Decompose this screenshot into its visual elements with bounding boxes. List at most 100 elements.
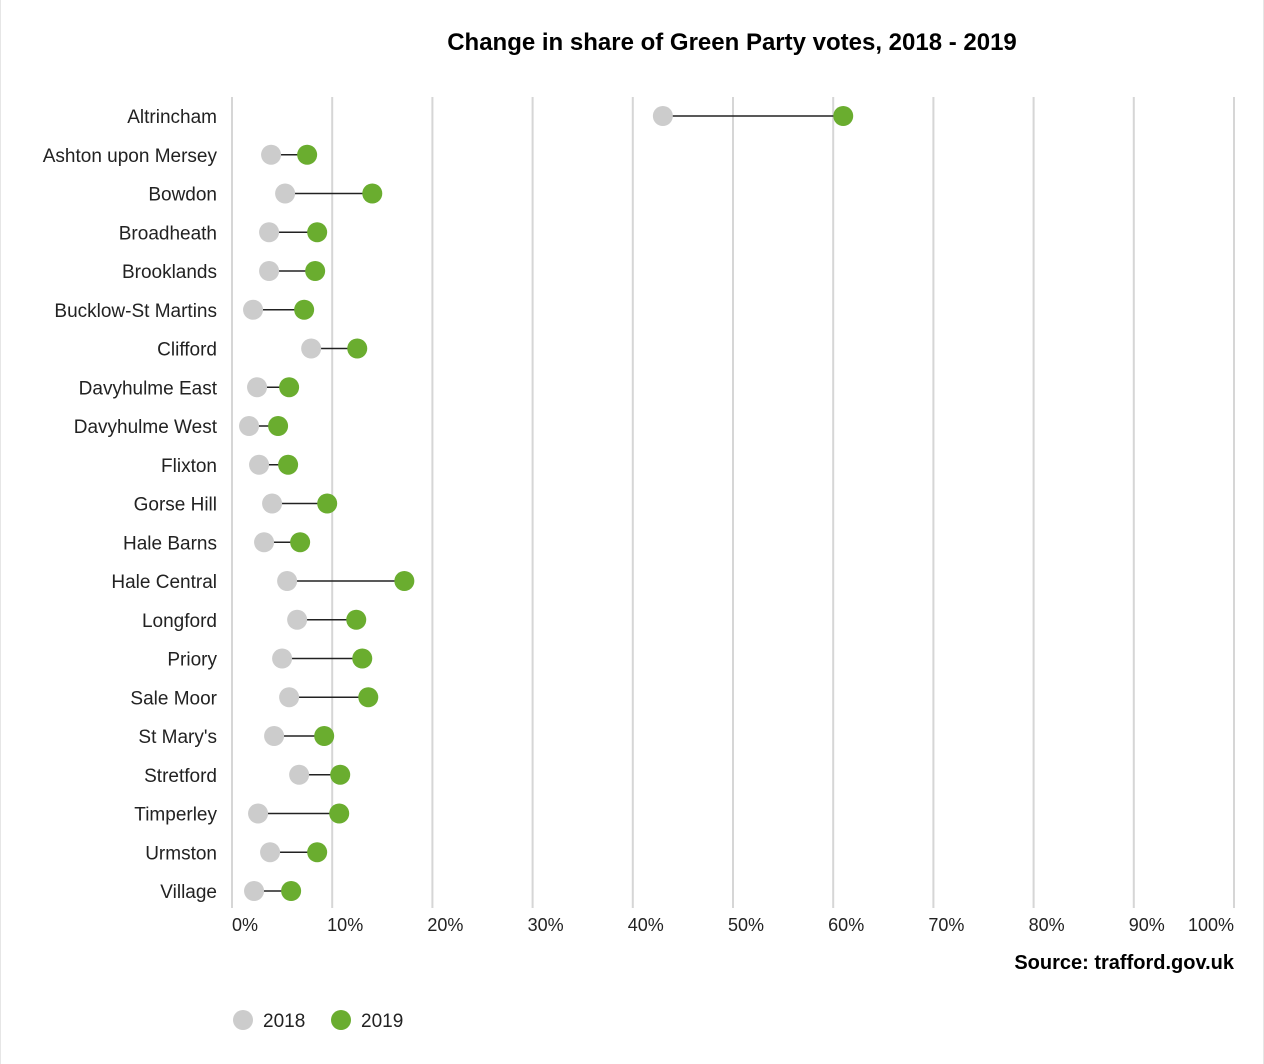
ward-label: Brooklands [122,262,217,283]
x-tick-label-10: 10% [327,915,363,935]
point-2019[interactable] [352,648,373,669]
point-2018[interactable] [277,571,298,591]
ward-label: Hale Central [111,572,217,593]
point-2019[interactable] [307,222,328,243]
ward-label: Priory [167,650,217,671]
point-2019[interactable] [394,571,415,591]
dumbbell-row[interactable] [262,493,338,514]
x-tick-label-70: 70% [928,915,964,935]
source-note: Source: trafford.gov.uk [1014,952,1235,974]
point-2018[interactable] [247,377,268,398]
dumbbell-row[interactable] [259,261,326,281]
dumbbell-row[interactable] [264,726,335,746]
point-2018[interactable] [272,648,293,669]
chart-title: Change in share of Green Party votes, 20… [447,29,1017,56]
dumbbell-row[interactable] [249,454,299,475]
dumbbell-row[interactable] [259,222,328,243]
point-2019[interactable] [330,764,351,785]
point-2018[interactable] [260,842,281,863]
point-2019[interactable] [297,144,318,165]
point-2018[interactable] [279,687,300,708]
dumbbell-row[interactable] [243,299,315,320]
dumbbell-row[interactable] [247,377,300,398]
point-2018[interactable] [275,183,296,204]
dumbbell-row[interactable] [289,764,351,785]
point-2018[interactable] [248,803,269,824]
point-2019[interactable] [314,726,335,746]
ward-label: Sale Moor [130,688,217,709]
legend-item-2019[interactable]: 2019 [331,1010,403,1032]
point-2018[interactable] [261,144,282,165]
ward-label: St Mary's [138,727,217,748]
ward-label: Davyhulme East [79,378,218,399]
point-2018[interactable] [259,222,280,243]
point-2018[interactable] [262,493,283,514]
point-2019[interactable] [317,493,338,514]
point-2018[interactable] [287,609,308,630]
point-2018[interactable] [249,454,270,475]
point-2019[interactable] [268,416,289,436]
point-2019[interactable] [833,106,854,126]
point-2018[interactable] [254,532,275,553]
point-2018[interactable] [243,299,264,320]
x-tick-label-80: 80% [1029,915,1065,935]
point-2018[interactable] [289,764,310,785]
point-2018[interactable] [244,881,265,901]
point-2018[interactable] [652,106,673,126]
dumbbell-row[interactable] [239,416,289,436]
point-2019[interactable] [305,261,326,281]
x-tick-label-60: 60% [828,915,864,935]
point-2018[interactable] [259,261,280,281]
dumbbell-row[interactable] [275,183,383,204]
ward-label: Broadheath [119,223,217,244]
ward-label: Flixton [161,456,217,477]
legend-swatch [331,1010,351,1030]
legend-label: 2018 [263,1011,305,1032]
ward-label: Bucklow-St Martins [54,301,217,322]
ward-label: Ashton upon Mersey [43,146,218,167]
point-2019[interactable] [279,377,300,398]
legend-item-2018[interactable]: 2018 [233,1010,305,1032]
dumbbell-row[interactable] [287,609,367,630]
dumbbell-row[interactable] [279,687,379,708]
dumbbell-row[interactable] [261,144,318,165]
x-tick-label-20: 20% [427,915,463,935]
x-tick-label-100: 100% [1188,915,1234,935]
point-2019[interactable] [347,338,368,359]
point-2019[interactable] [362,183,383,204]
point-2019[interactable] [290,532,311,553]
ward-label: Timperley [134,805,217,826]
point-2019[interactable] [307,842,328,863]
ward-label: Davyhulme West [74,417,218,438]
ward-labels: Altrincham Ashton upon Mersey Bowdon Broadh… [43,107,218,903]
data-marks [239,106,854,901]
point-2018[interactable] [264,726,285,746]
point-2018[interactable] [301,338,322,359]
legend[interactable]: 2018 2019 [233,1010,403,1032]
point-2018[interactable] [239,416,260,436]
point-2019[interactable] [281,881,302,901]
dumbbell-row[interactable] [254,532,311,553]
dumbbell-row[interactable] [244,881,302,901]
point-2019[interactable] [329,803,350,824]
point-2019[interactable] [278,454,299,475]
dumbbell-row[interactable] [277,571,415,591]
ward-label: Bowdon [148,185,217,206]
dumbbell-row[interactable] [248,803,350,824]
x-tick-label-30: 30% [528,915,564,935]
ward-label: Gorse Hill [134,495,217,516]
point-2019[interactable] [346,609,367,630]
ward-label: Stretford [144,766,217,787]
point-2019[interactable] [294,299,315,320]
ward-label: Village [160,882,217,903]
ward-label: Longford [142,611,217,632]
dumbbell-row[interactable] [652,106,854,126]
dumbbell-row[interactable] [272,648,373,669]
dumbbell-row[interactable] [301,338,368,359]
ward-label: Hale Barns [123,533,217,554]
dumbbell-row[interactable] [260,842,328,863]
ward-label: Clifford [157,340,217,361]
point-2019[interactable] [358,687,379,708]
ward-label: Altrincham [127,107,217,128]
